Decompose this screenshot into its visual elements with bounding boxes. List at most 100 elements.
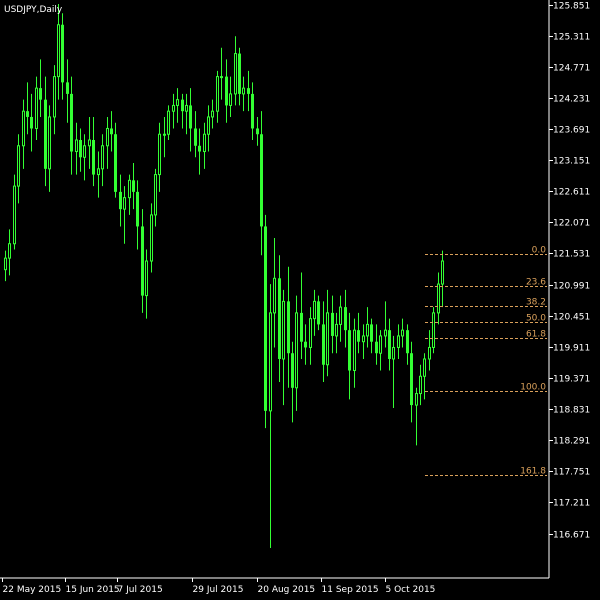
candle-body-bull [163,133,166,136]
candle [269,284,272,548]
candle-body-bull [423,358,426,377]
candle-body-bear [331,312,334,336]
candle-body-bear [39,88,42,100]
candle-body-bull [203,133,206,153]
candle [304,324,307,365]
candle [83,134,86,181]
candle-body-bull [101,145,104,170]
candle-body-bull [273,277,276,314]
candle-body-bull [150,214,153,262]
candle [273,237,276,348]
candle-body-bull [145,260,148,297]
candle-body-bull [8,243,11,259]
candle [53,65,56,135]
fib-level-label: 100.0 [520,383,546,393]
candle [110,111,113,152]
candle-body-bull [362,335,365,343]
candle-body-bull [339,306,342,325]
candle-body-bull [419,375,422,395]
candle-body-bear [92,140,95,175]
candle-body-bull [88,139,91,147]
candle [357,312,360,354]
candle [331,295,334,354]
candle [8,229,11,276]
candle [194,111,197,158]
candle-body-bull [384,329,387,337]
candle [207,105,210,152]
candle-body-bear [300,312,303,342]
candle-body-bear [26,111,29,117]
candle-body-bull [282,300,285,360]
date-tick-label: 29 Jul 2015 [193,585,244,595]
axes-layer: 125.851 125.311 124.771 124.231 123.691 123.1… [0,0,590,595]
candle-body-bull [379,335,382,354]
candle-body-bear [238,53,241,94]
candle [388,318,391,371]
candle-body-bull [242,87,245,95]
candle-body-bull [106,127,109,147]
candle [225,59,228,123]
candle [185,93,188,135]
candle [13,174,16,250]
candle-body-bull [428,346,431,360]
fib-level: 38.2 [425,298,547,308]
candle [295,295,298,411]
fib-level-label: 161.8 [520,467,546,477]
candle [397,324,400,359]
candle-body-bull [309,318,312,348]
candle [317,295,320,331]
candle-body-bear [136,191,139,227]
candle-body-bear [317,301,320,325]
candles-layer [4,4,444,548]
candle [313,289,316,336]
candle [154,168,157,227]
candle [106,116,109,169]
fib-level-label: 0.0 [532,246,547,256]
candle-body-bull [172,104,175,112]
candle-body-bear [375,341,378,354]
fib-level: 23.6 [425,278,547,288]
fib-level: 61.8 [425,330,547,340]
candle-body-bear [264,226,267,411]
candle [39,59,42,117]
price-tick-label: 120.991 [553,282,590,292]
candle [251,82,254,140]
candle-body-bear [198,145,201,152]
candle-body-bear [141,226,144,296]
candle [211,99,214,129]
candle [278,255,281,383]
candle-body-bear [30,116,33,129]
candle-body-bull [335,323,338,337]
candle-body-bull [415,393,418,406]
candle-body-bear [119,191,122,210]
candle [181,93,184,129]
candle-body-bull [353,329,356,372]
candle-body-bull [176,99,179,106]
candle-body-bull [234,53,237,95]
fib-level: 161.8 [425,467,547,477]
candle-body-bear [304,341,307,348]
candle [123,186,126,244]
candle [88,116,91,169]
price-tick-label: 125.851 [553,2,590,12]
candle-body-bear [370,324,373,342]
candle [415,387,418,446]
date-tick-label: 22 May 2015 [3,585,62,595]
candle [242,76,245,112]
candle [428,330,431,371]
candle [75,122,78,175]
candle-body-bear [110,128,113,135]
candle [220,47,223,100]
candle [136,180,139,250]
candle-body-bear [322,324,325,365]
fib-level: 0.0 [425,246,547,256]
price-tick-label: 123.151 [553,157,590,167]
price-tick-label: 119.911 [553,344,590,354]
fibonacci-layer[interactable]: 0.0 23.6 38.2 50.0 61.8 100.0 161.8 [425,246,547,477]
candle [97,151,100,198]
candle-body-bear [194,128,197,146]
price-tick-label: 117.211 [553,499,590,509]
candle [176,88,179,123]
